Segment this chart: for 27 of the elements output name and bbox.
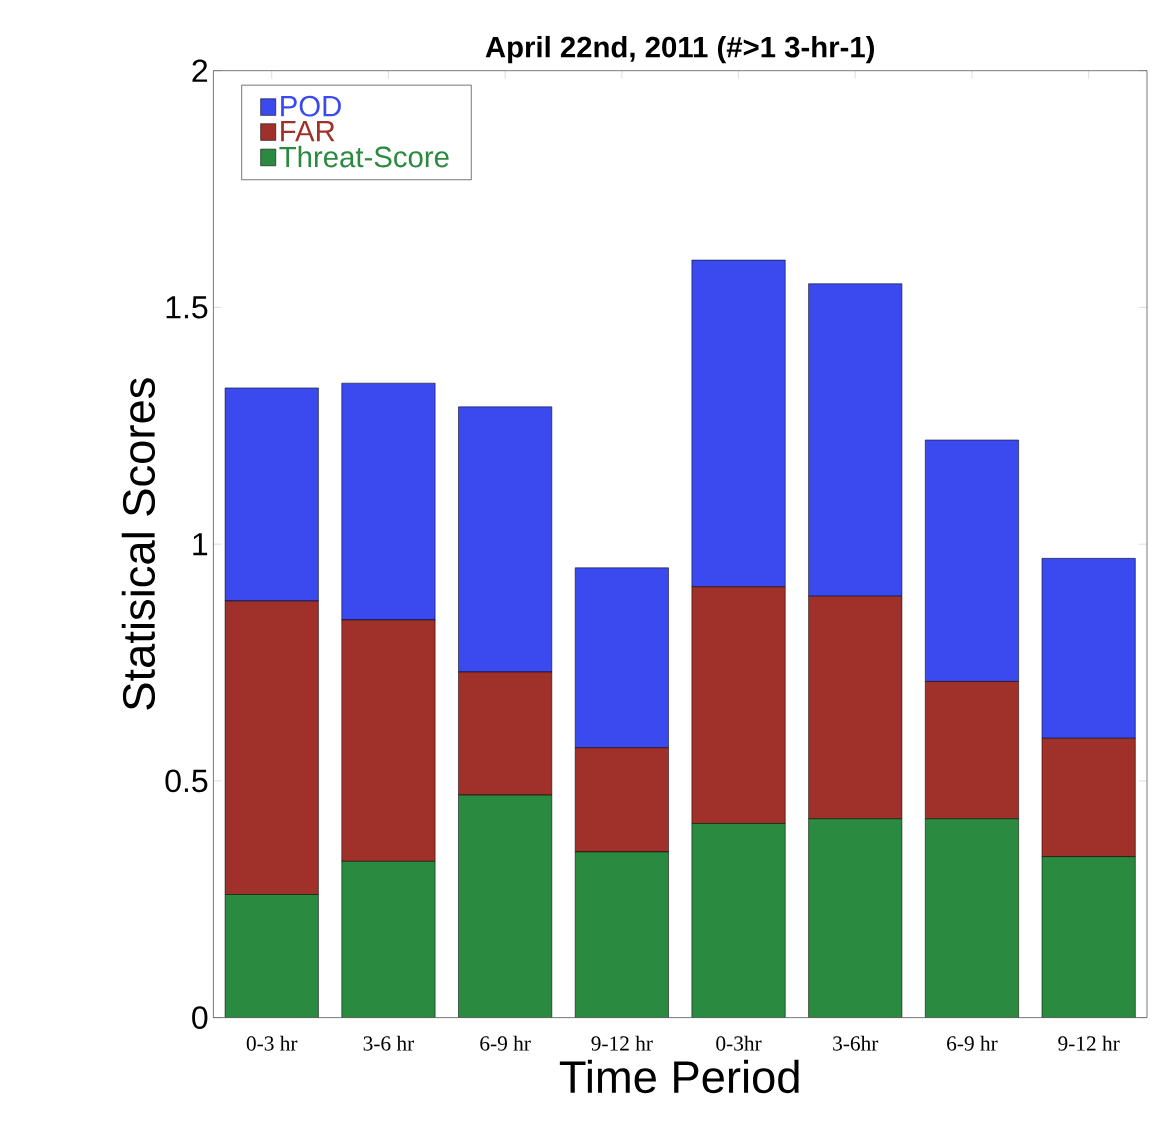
x-tick-label: 9-12 hr	[1058, 1035, 1120, 1051]
x-tick-label: 6-9 hr	[480, 1035, 531, 1051]
legend-label: FAR	[281, 120, 335, 142]
x-tick-label: 3-6 hr	[363, 1035, 415, 1051]
x-tick-label: 3-6hr	[833, 1035, 879, 1051]
bar	[458, 795, 552, 1018]
y-tick-label: 1	[193, 533, 208, 556]
x-tick-label: 0-3hr	[716, 1035, 762, 1051]
legend-label: Threat-Score	[279, 145, 449, 168]
y-tick-label: 0.5	[165, 769, 208, 793]
bar	[808, 818, 902, 1018]
bar	[925, 818, 1019, 1018]
bar	[1041, 856, 1136, 1018]
bar	[691, 823, 786, 1018]
legend-label: POD	[281, 95, 341, 117]
x-tick-label: 9-12 hr	[591, 1035, 653, 1051]
y-tick-label: 0	[192, 1006, 208, 1029]
x-tick-label: 6-9 hr	[947, 1035, 998, 1051]
bar	[341, 861, 436, 1018]
chart-title: April 22nd, 2011 (#>1 3-hr-1)	[485, 35, 874, 64]
bar	[575, 851, 669, 1018]
y-tick-label: 1.5	[166, 296, 208, 319]
x-tick-label: 0-3 hr	[246, 1035, 298, 1051]
y-tick-label: 2	[192, 59, 208, 82]
x-axis-title: Time Period	[559, 1059, 799, 1094]
y-axis-title: Statisical Scores	[121, 378, 156, 710]
bar	[225, 894, 319, 1018]
